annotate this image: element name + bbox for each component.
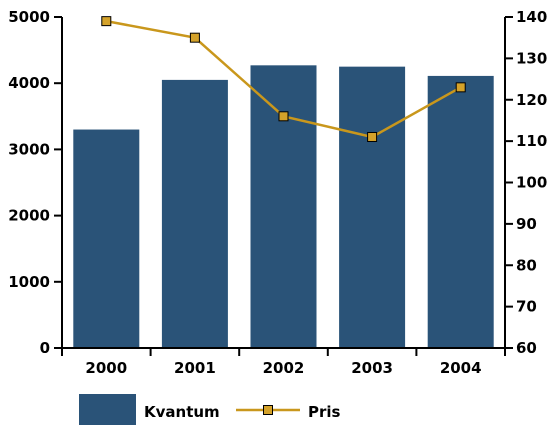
- legend-swatch-kvantum: [79, 394, 136, 425]
- left-tick-label: 4000: [8, 74, 50, 92]
- x-tick-label: 2003: [351, 359, 393, 377]
- pris-point-2002: [278, 111, 289, 122]
- left-axis-ticks: 0 1000 2000 3000 4000 5000: [8, 8, 62, 357]
- right-tick-label: 120: [516, 91, 547, 109]
- legend-swatch-pris-marker: [263, 405, 273, 415]
- right-tick-label: 110: [516, 132, 547, 150]
- right-tick-label: 140: [516, 8, 547, 26]
- bar-group: [73, 65, 494, 349]
- pris-point-2003: [367, 131, 378, 142]
- x-tick-label: 2000: [85, 359, 127, 377]
- right-tick-label: 60: [516, 339, 537, 357]
- legend: Kvantum Pris: [79, 394, 341, 425]
- bar-2003: [339, 66, 406, 349]
- right-tick-label: 70: [516, 298, 537, 316]
- right-tick-label: 80: [516, 256, 537, 274]
- right-tick-label: 100: [516, 174, 547, 192]
- pris-point-2001: [189, 32, 200, 43]
- x-tick-label: 2004: [440, 359, 482, 377]
- right-tick-label: 130: [516, 49, 547, 67]
- right-tick-label: 90: [516, 215, 537, 233]
- left-tick-label: 0: [40, 339, 50, 357]
- right-axis-ticks: 60 70 80 90 100 110 120 130 140: [505, 8, 547, 357]
- left-tick-label: 3000: [8, 140, 50, 158]
- pris-point-2004: [455, 82, 466, 93]
- x-tick-label: 2002: [263, 359, 305, 377]
- left-tick-label: 1000: [8, 273, 50, 291]
- left-tick-label: 2000: [8, 207, 50, 225]
- bar-2000: [73, 129, 140, 348]
- bar-2001: [161, 79, 228, 348]
- bar-2002: [250, 65, 317, 349]
- legend-label-pris: Pris: [308, 403, 341, 421]
- price-line-series: [101, 16, 466, 142]
- x-axis-ticks: 2000 2001 2002 2003 2004: [61, 348, 506, 377]
- x-tick-label: 2001: [174, 359, 216, 377]
- pris-point-2000: [101, 16, 112, 27]
- left-tick-label: 5000: [8, 8, 50, 26]
- bar-2004: [427, 75, 494, 348]
- legend-label-kvantum: Kvantum: [144, 403, 220, 421]
